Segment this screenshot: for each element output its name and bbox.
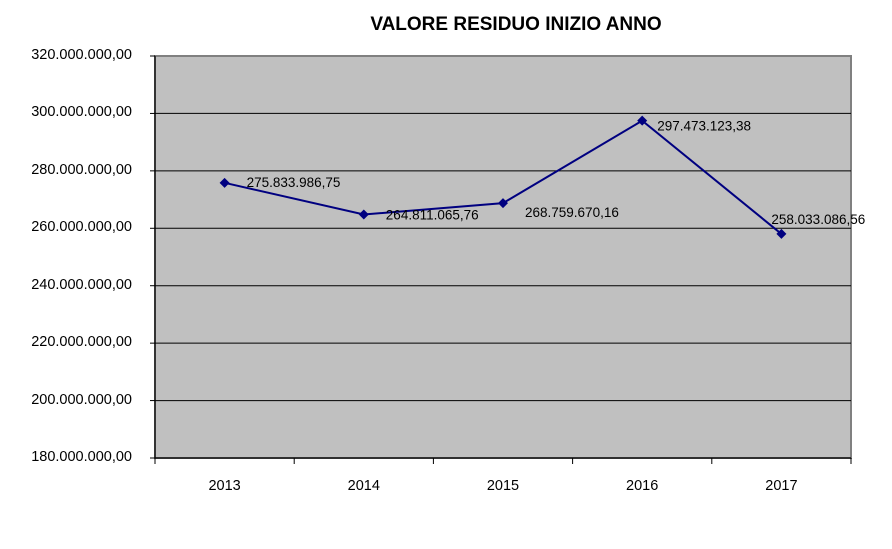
plot-area xyxy=(154,55,852,459)
x-tick-label: 2014 xyxy=(347,478,380,494)
y-tick-label: 300.000.000,00 xyxy=(31,104,132,121)
y-tick-label: 200.000.000,00 xyxy=(31,391,132,408)
data-point-marker xyxy=(776,228,787,239)
x-tick-label: 2015 xyxy=(486,478,520,494)
y-tick-label: 240.000.000,00 xyxy=(31,276,132,293)
x-tick-label: 2016 xyxy=(626,478,659,494)
data-point-marker xyxy=(637,115,648,126)
y-tick-label: 280.000.000,00 xyxy=(31,161,132,178)
data-point-marker xyxy=(358,209,369,220)
data-point-marker xyxy=(498,198,508,209)
x-tick-label: 2017 xyxy=(765,478,798,494)
data-label: 268.759.670,16 xyxy=(525,205,619,220)
data-label: 275.833.986,75 xyxy=(247,175,341,190)
data-label: 258.033.086,56 xyxy=(771,212,865,227)
y-tick-label: 320.000.000,00 xyxy=(31,47,132,63)
chart-title: VALORE RESIDUO INIZIO ANNO xyxy=(370,14,662,35)
y-tick-label: 180.000.000,00 xyxy=(31,449,132,465)
data-point-marker xyxy=(219,177,230,188)
data-label: 264.811.065,76 xyxy=(386,207,479,222)
x-tick-label: 2013 xyxy=(208,478,241,494)
y-tick-label: 260.000.000,00 xyxy=(31,219,132,236)
data-label: 297.473.123,38 xyxy=(657,119,751,134)
y-tick-label: 220.000.000,00 xyxy=(31,334,132,351)
